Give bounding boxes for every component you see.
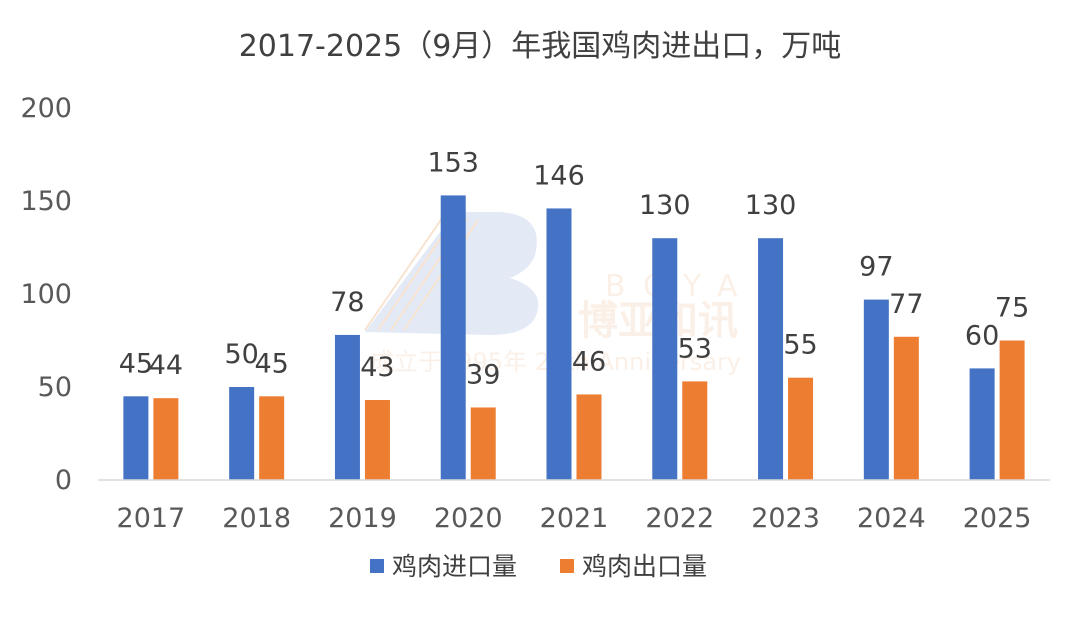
legend: 鸡肉进口量 鸡肉出口量 [370,552,707,581]
legend-swatch-export [560,559,574,573]
bar-export-2017 [153,398,179,480]
bar-import-2025 [969,368,995,480]
bar-export-2024 [893,336,919,480]
data-label-export-2019: 43 [360,352,394,383]
x-tick-label: 2019 [328,503,397,534]
data-label-export-2020: 39 [466,359,500,390]
watermark-brand: BOYAR [605,269,794,304]
chart-title: 2017-2025（9月）年我国鸡肉进出口，万吨 [239,29,842,64]
y-tick-label: 0 [55,465,72,496]
bar-export-2020 [470,407,496,480]
bars-group [123,195,1025,481]
data-label-export-2017: 44 [149,350,183,381]
bar-export-2025 [999,340,1025,480]
bar-export-2018 [259,396,285,480]
data-label-export-2018: 45 [254,348,288,379]
data-label-export-2025: 75 [995,293,1029,324]
bar-import-2023 [758,238,784,480]
data-label-import-2021: 146 [533,160,585,191]
x-tick-label: 2018 [222,503,291,534]
bar-export-2021 [576,394,602,480]
legend-swatch-import [370,559,384,573]
x-tick-label: 2017 [117,503,186,534]
y-tick-label: 200 [20,93,72,124]
y-tick-label: 150 [20,186,72,217]
data-label-export-2024: 77 [889,289,923,320]
data-label-import-2023: 130 [745,190,797,221]
data-label-import-2018: 50 [224,339,258,370]
x-axis: 2017 2018 2019 2020 2021 2022 2023 2024 2025 [117,503,1032,534]
data-label-export-2021: 46 [572,346,606,377]
y-tick-label: 50 [38,372,72,403]
x-tick-label: 2024 [857,503,926,534]
bar-import-2021 [546,208,572,480]
x-tick-label: 2021 [540,503,609,534]
bar-import-2018 [229,387,255,480]
legend-label-export: 鸡肉出口量 [582,552,707,581]
bar-import-2022 [652,238,678,480]
x-tick-label: 2022 [645,503,714,534]
x-tick-label: 2023 [751,503,820,534]
data-label-import-2017: 45 [119,348,153,379]
y-axis: 0 50 100 150 200 [20,93,72,496]
bar-export-2022 [682,381,708,480]
bar-import-2024 [863,299,889,480]
data-label-export-2023: 55 [783,330,817,361]
x-tick-label: 2025 [963,503,1032,534]
y-tick-label: 100 [20,279,72,310]
legend-label-import: 鸡肉进口量 [392,552,517,581]
data-label-export-2022: 53 [678,333,712,364]
data-label-import-2024: 97 [859,252,893,283]
bar-export-2023 [788,377,814,480]
bar-import-2020 [440,195,466,481]
bar-import-2017 [123,396,149,480]
data-label-import-2022: 130 [639,190,691,221]
bar-export-2019 [364,400,390,480]
bar-import-2019 [334,334,360,480]
data-label-import-2019: 78 [330,287,364,318]
x-tick-label: 2020 [434,503,503,534]
data-label-import-2020: 153 [427,147,479,178]
data-label-import-2025: 60 [965,320,999,351]
